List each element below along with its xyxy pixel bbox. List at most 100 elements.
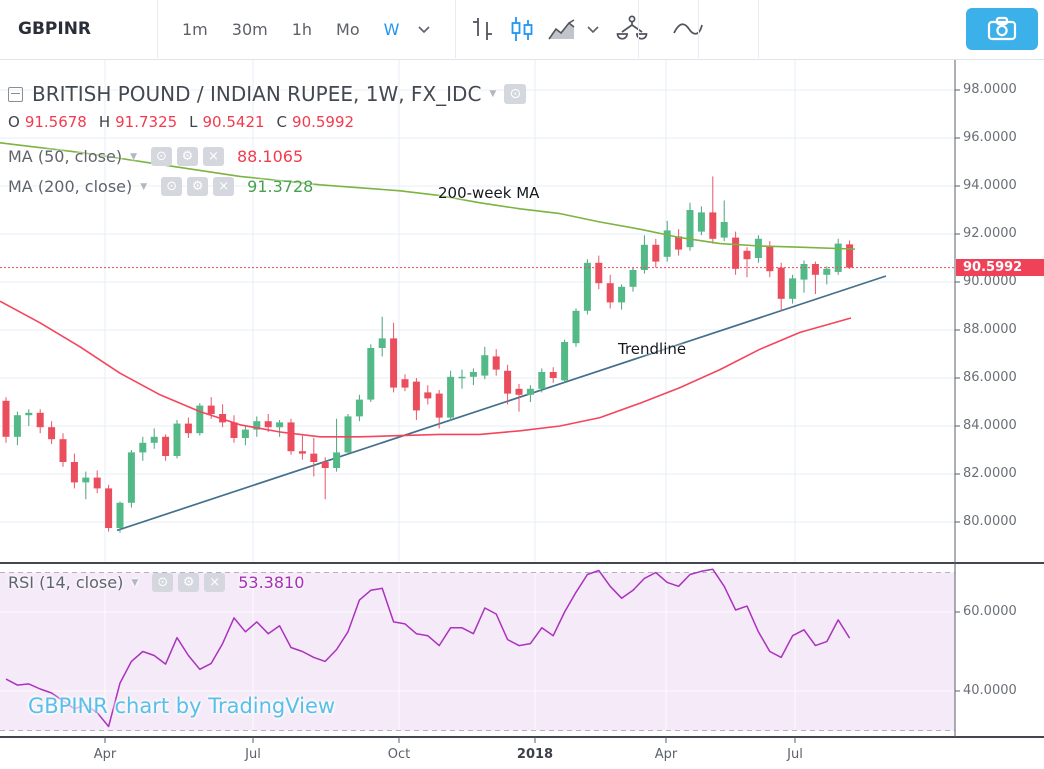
collapse-icon[interactable] bbox=[8, 86, 23, 102]
gear-icon[interactable]: ⚙ bbox=[178, 573, 200, 592]
price-axis-label: 86.0000 bbox=[963, 370, 1017, 385]
candle-body bbox=[333, 452, 341, 468]
symbol-name[interactable]: GBPINR bbox=[18, 19, 92, 39]
timeframe-group: 1m 30m 1h Mo W bbox=[172, 0, 435, 58]
gear-icon[interactable]: ⚙ bbox=[187, 177, 209, 196]
candle-body bbox=[321, 462, 329, 468]
ma200-legend-row: MA (200, close) ▼ ⊙ ⚙ × 91.3728 bbox=[8, 177, 313, 196]
eye-icon[interactable]: ⊙ bbox=[504, 84, 527, 104]
price-axis-label: 94.0000 bbox=[963, 178, 1017, 193]
candle-body bbox=[162, 436, 170, 456]
candle-body bbox=[298, 451, 306, 454]
toolbar-divider bbox=[698, 0, 699, 58]
candle-body bbox=[481, 355, 489, 376]
gear-icon[interactable]: ⚙ bbox=[176, 147, 198, 166]
price-axis-label: 80.0000 bbox=[963, 514, 1017, 529]
candle-body bbox=[823, 268, 831, 275]
close-icon[interactable]: × bbox=[202, 147, 224, 166]
timeframe-1h[interactable]: 1h bbox=[291, 19, 313, 39]
candle-body bbox=[549, 372, 557, 378]
timeframe-30m[interactable]: 30m bbox=[231, 19, 268, 39]
candles-chart-icon[interactable] bbox=[502, 0, 542, 58]
chevron-down-icon[interactable]: ▼ bbox=[140, 181, 148, 192]
candle-body bbox=[618, 286, 626, 303]
candle-body bbox=[720, 222, 728, 238]
ohlc-o: O 91.5678 bbox=[8, 113, 87, 131]
candle-body bbox=[492, 356, 500, 370]
chevron-down-icon[interactable]: ▼ bbox=[489, 89, 497, 99]
ma200-line bbox=[0, 142, 856, 250]
candle-body bbox=[834, 243, 842, 272]
candle-body bbox=[150, 436, 158, 443]
rsi-band bbox=[0, 572, 955, 731]
chart-title: BRITISH POUND / INDIAN RUPEE, 1W, FX_IDC bbox=[32, 82, 482, 106]
chevron-down-icon[interactable]: ▼ bbox=[130, 151, 137, 162]
candle-body bbox=[241, 429, 249, 438]
candle-body bbox=[424, 392, 432, 399]
candle-body bbox=[401, 379, 409, 388]
area-chart-icon[interactable] bbox=[542, 0, 582, 58]
eye-icon[interactable]: ⊙ bbox=[150, 147, 172, 166]
line-tool-icon[interactable] bbox=[660, 0, 716, 58]
top-toolbar: GBPINR 1m 30m 1h Mo W bbox=[0, 0, 1044, 60]
candle-body bbox=[504, 370, 512, 394]
candle-body bbox=[709, 212, 717, 239]
chevron-down-icon[interactable]: ▼ bbox=[131, 577, 139, 588]
candle-body bbox=[697, 212, 705, 232]
candle-body bbox=[629, 270, 637, 287]
price-axis-label: 92.0000 bbox=[963, 226, 1017, 241]
candle-body bbox=[355, 399, 363, 417]
eye-icon[interactable]: ⊙ bbox=[152, 573, 174, 592]
tradingview-watermark: GBPINR chart by TradingView bbox=[28, 694, 336, 718]
camera-icon[interactable] bbox=[966, 8, 1038, 50]
ohlc-h: H 91.7325 bbox=[98, 113, 178, 131]
candle-body bbox=[743, 250, 751, 260]
candle-body bbox=[811, 264, 819, 275]
price-axis-label: 88.0000 bbox=[963, 322, 1017, 337]
candle-body bbox=[264, 421, 272, 428]
timeframe-1m[interactable]: 1m bbox=[182, 19, 208, 39]
eye-icon[interactable]: ⊙ bbox=[161, 177, 183, 196]
compare-icon[interactable] bbox=[604, 0, 660, 58]
candle-body bbox=[390, 338, 398, 388]
candle-body bbox=[846, 244, 854, 268]
candle-body bbox=[583, 262, 591, 311]
time-axis-label: Jul bbox=[245, 747, 261, 762]
candle-body bbox=[675, 236, 683, 250]
trendline[interactable] bbox=[116, 275, 887, 532]
rsi-value: 53.3810 bbox=[238, 573, 305, 592]
toolbar-divider bbox=[638, 0, 639, 58]
ma50-value: 88.1065 bbox=[236, 147, 304, 166]
candle-body bbox=[572, 310, 580, 344]
candle-body bbox=[789, 278, 797, 299]
candle-body bbox=[515, 388, 523, 395]
close-icon[interactable]: × bbox=[213, 177, 235, 196]
rsi-line bbox=[5, 568, 851, 728]
candle-body bbox=[184, 423, 192, 434]
ma200-label: MA (200, close) bbox=[8, 177, 133, 196]
candle-body bbox=[561, 342, 569, 381]
indicator-buttons: ⊙ ⚙ × bbox=[161, 177, 239, 196]
candle-body bbox=[469, 372, 477, 377]
timeframe-chevron-icon[interactable] bbox=[413, 24, 435, 34]
candle-body bbox=[105, 488, 113, 528]
candle-body bbox=[766, 246, 774, 272]
ma50-line bbox=[0, 300, 852, 438]
candle-body bbox=[13, 415, 21, 437]
toolbar-divider bbox=[157, 0, 158, 58]
candle-body bbox=[526, 388, 534, 395]
timeframe-w[interactable]: W bbox=[383, 19, 400, 39]
indicator-buttons: ⊙ ⚙ × bbox=[152, 573, 230, 592]
price-axis-label: 98.0000 bbox=[963, 82, 1017, 97]
chart-style-chevron-icon[interactable] bbox=[582, 24, 604, 34]
close-icon[interactable]: × bbox=[204, 573, 226, 592]
candle-body bbox=[663, 230, 671, 257]
timeframe-mo[interactable]: Mo bbox=[336, 19, 360, 39]
bars-chart-icon[interactable] bbox=[462, 0, 502, 58]
candle-body bbox=[640, 244, 648, 270]
candle-body bbox=[25, 412, 33, 416]
indicator-buttons: ⊙ ⚙ × bbox=[150, 147, 229, 166]
ma50-label: MA (50, close) bbox=[8, 147, 123, 166]
